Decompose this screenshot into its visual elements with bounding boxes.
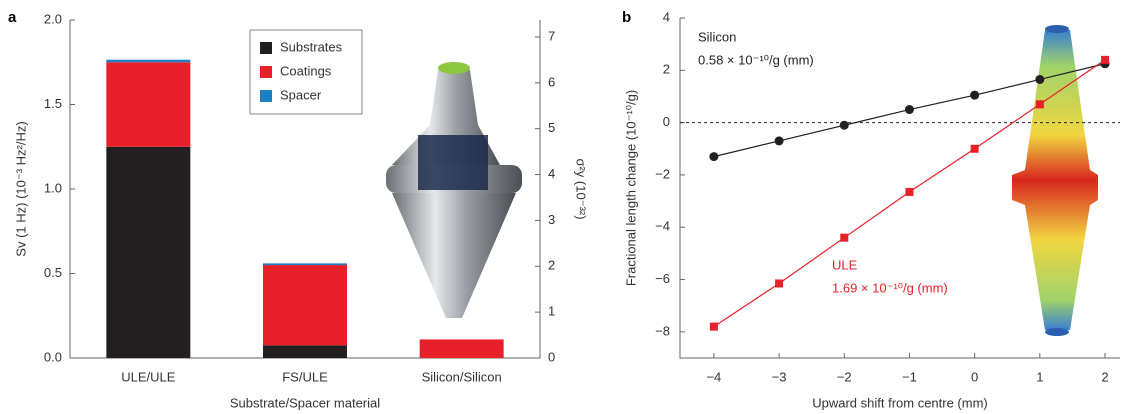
- data-point: [1035, 100, 1044, 109]
- y2-tick-label: 0: [548, 349, 555, 364]
- legend-swatch: [260, 90, 272, 102]
- y-axis-label: Sv (1 Hz) (10⁻³ Hz²/Hz): [13, 121, 28, 256]
- data-point: [775, 279, 784, 288]
- heat-map-illustration: [1012, 25, 1098, 336]
- x-axis-label: Upward shift from centre (mm): [812, 395, 988, 410]
- panel-label: b: [622, 9, 631, 26]
- y-tick-label: −8: [655, 323, 670, 338]
- bar-segment: [106, 146, 191, 358]
- legend-swatch: [260, 66, 272, 78]
- legend-swatch: [260, 42, 272, 54]
- annotation: 1.69 × 10⁻¹⁰/g (mm): [832, 280, 948, 295]
- bar-segment: [106, 59, 191, 63]
- y-tick-label: −6: [655, 271, 670, 286]
- series-label: Silicon: [698, 29, 736, 44]
- y2-tick-label: 5: [548, 120, 555, 135]
- axis-frame: [679, 18, 1120, 359]
- series-label: ULE: [832, 257, 858, 272]
- bar-segment: [419, 339, 504, 358]
- data-point: [970, 90, 980, 100]
- x-tick-label: Silicon/Silicon: [422, 369, 502, 384]
- y-tick-label: 4: [663, 9, 670, 24]
- data-point: [904, 105, 914, 115]
- bar-segment: [263, 265, 347, 346]
- data-point: [709, 152, 719, 162]
- y2-tick-label: 6: [548, 74, 555, 89]
- y-tick-label: 1.5: [44, 96, 62, 111]
- x-axis-label: Substrate/Spacer material: [230, 395, 380, 410]
- annotation: 0.58 × 10⁻¹⁰/g (mm): [698, 52, 814, 67]
- legend-label: Substrates: [280, 39, 343, 54]
- y2-axis-label: σ²y (10⁻³²): [574, 158, 589, 219]
- y2-tick-label: 7: [548, 28, 555, 43]
- x-tick-label: 0: [971, 369, 978, 384]
- data-point: [905, 187, 914, 196]
- x-tick-label: 1: [1036, 369, 1043, 384]
- x-tick-label: −3: [772, 369, 787, 384]
- x-tick-label: −4: [706, 369, 721, 384]
- y-tick-label: 0.0: [44, 349, 62, 364]
- data-point: [839, 120, 849, 130]
- data-point: [970, 144, 979, 153]
- bar-segment: [263, 345, 347, 358]
- y-axis-label: Fractional length change (10⁻¹⁰/g): [623, 90, 638, 286]
- legend-label: Coatings: [280, 63, 332, 78]
- panel-label: a: [8, 9, 17, 26]
- x-tick-label: FS/ULE: [282, 369, 328, 384]
- x-tick-label: ULE/ULE: [121, 369, 176, 384]
- y2-tick-label: 2: [548, 258, 555, 273]
- bar-segment: [263, 263, 347, 266]
- y-tick-label: −2: [655, 166, 670, 181]
- y2-tick-label: 3: [548, 212, 555, 227]
- legend-label: Spacer: [280, 87, 322, 102]
- x-tick-label: −2: [837, 369, 852, 384]
- y2-tick-label: 4: [548, 166, 555, 181]
- y-tick-label: 0.5: [44, 265, 62, 280]
- y2-tick-label: 1: [548, 304, 555, 319]
- data-point: [840, 233, 849, 242]
- data-point: [709, 322, 718, 331]
- y-tick-label: 2: [663, 62, 670, 77]
- y-tick-label: 0: [663, 114, 670, 129]
- y-tick-label: −4: [655, 219, 670, 234]
- x-tick-label: 2: [1101, 369, 1108, 384]
- y-tick-label: 1.0: [44, 180, 62, 195]
- bar-segment: [106, 62, 191, 147]
- data-point: [774, 136, 784, 146]
- cavity-illustration: [386, 62, 522, 318]
- data-point: [1035, 74, 1045, 84]
- y-tick-label: 2.0: [44, 11, 62, 26]
- data-point: [1101, 55, 1110, 64]
- x-tick-label: −1: [902, 369, 917, 384]
